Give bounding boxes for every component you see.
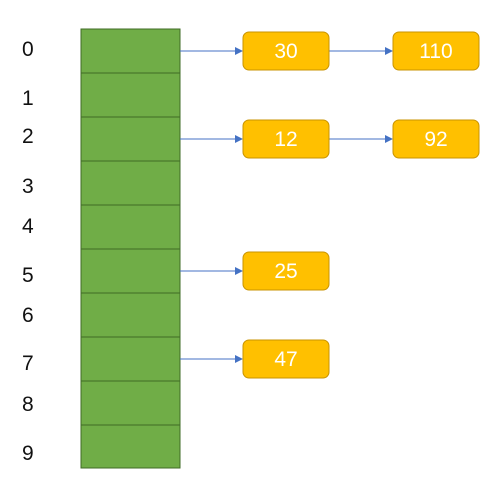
bucket-cell-3 bbox=[80, 160, 181, 206]
bucket-cell-6 bbox=[80, 292, 181, 338]
chain-node-box bbox=[242, 31, 330, 71]
chain-node-box bbox=[242, 251, 330, 291]
chain-node-value: 25 bbox=[274, 260, 297, 283]
index-labels: 0 1 2 3 4 5 6 7 8 9 bbox=[22, 38, 34, 465]
index-label-8: 8 bbox=[22, 393, 34, 416]
chain-node-value: 30 bbox=[274, 40, 297, 63]
chain-node-value: 47 bbox=[274, 348, 297, 371]
index-label-2: 2 bbox=[22, 125, 34, 148]
chain-node-box bbox=[392, 119, 480, 159]
chain-node-12: 12 bbox=[242, 119, 330, 159]
bucket-cell-1 bbox=[80, 72, 181, 118]
index-label-0: 0 bbox=[22, 38, 34, 61]
bucket-cell-4 bbox=[80, 204, 181, 250]
chain-node-47: 47 bbox=[242, 339, 330, 379]
chain-nodes: 30 110 12 92 25 47 bbox=[242, 31, 480, 379]
index-label-9: 9 bbox=[22, 442, 34, 465]
pointer-arrows bbox=[180, 47, 393, 363]
chain-node-value: 92 bbox=[424, 128, 447, 151]
chain-node-box bbox=[242, 339, 330, 379]
chain-node-value: 110 bbox=[419, 40, 452, 63]
bucket-array bbox=[80, 28, 181, 469]
chain-node-25: 25 bbox=[242, 251, 330, 291]
index-label-1: 1 bbox=[22, 87, 34, 110]
bucket-cell-0 bbox=[80, 28, 181, 74]
chain-node-box bbox=[392, 31, 480, 71]
bucket-cell-9 bbox=[80, 424, 181, 469]
index-label-4: 4 bbox=[22, 215, 34, 238]
chain-node-box bbox=[242, 119, 330, 159]
chain-node-92: 92 bbox=[392, 119, 480, 159]
bucket-cell-5 bbox=[80, 248, 181, 294]
bucket-cell-2 bbox=[80, 116, 181, 162]
index-label-5: 5 bbox=[22, 264, 34, 287]
chain-node-110: 110 bbox=[392, 31, 480, 71]
chain-node-30: 30 bbox=[242, 31, 330, 71]
chain-node-value: 12 bbox=[274, 128, 297, 151]
index-label-7: 7 bbox=[22, 352, 34, 375]
index-label-3: 3 bbox=[22, 175, 34, 198]
bucket-cell-7 bbox=[80, 336, 181, 382]
bucket-cell-8 bbox=[80, 380, 181, 426]
index-label-6: 6 bbox=[22, 304, 34, 327]
